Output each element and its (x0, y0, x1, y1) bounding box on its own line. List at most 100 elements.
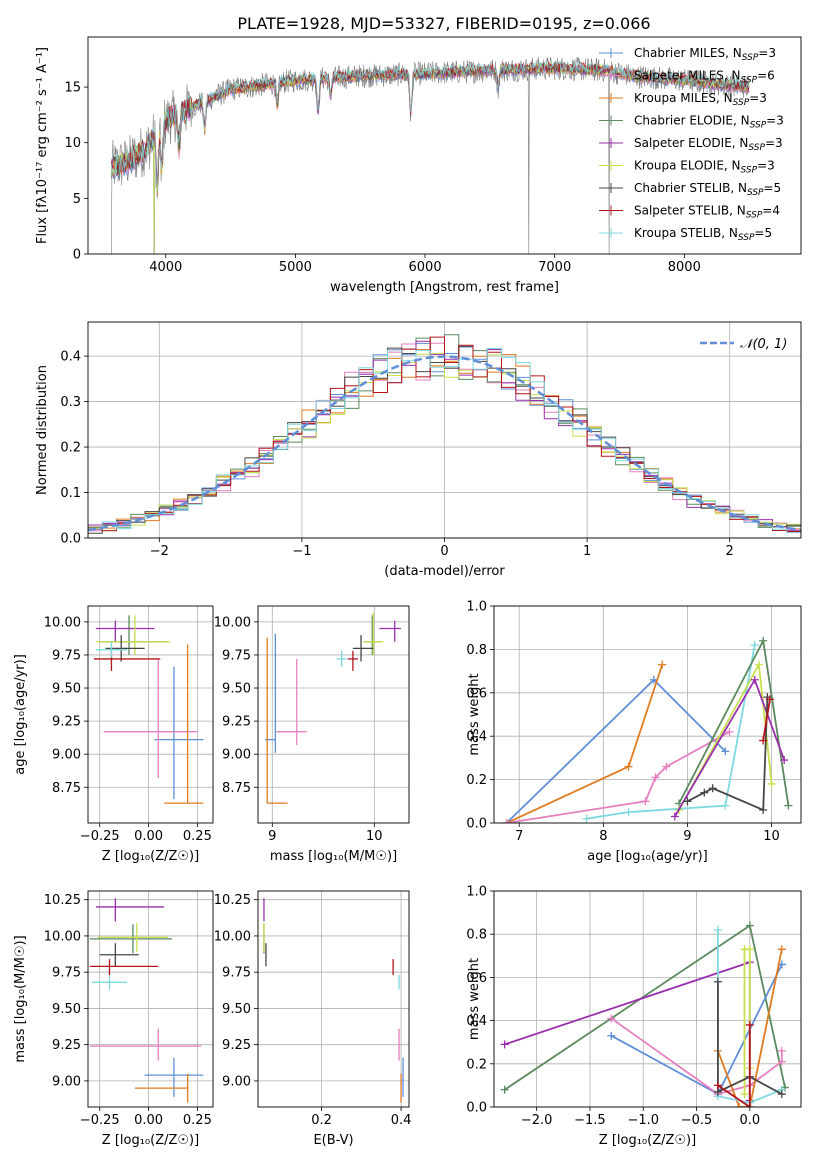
weight-point-marker (784, 801, 793, 810)
weight-series-line (762, 699, 771, 741)
normal-reference-curve (88, 355, 801, 532)
x-tick-label: 2 (726, 544, 734, 559)
weight-point-marker (721, 747, 730, 756)
legend-entry-value: =3 (757, 159, 775, 173)
weight-point-marker (641, 797, 650, 806)
y-tick-label: 8.75 (222, 781, 251, 796)
y-tick-label: 0.4 (60, 350, 81, 365)
x-tick-label: 0.25 (183, 1113, 212, 1128)
x-tick-label: 8 (599, 829, 607, 844)
weight-point-marker (582, 814, 591, 823)
plot-area (93, 615, 204, 804)
weight-point-marker (750, 641, 759, 650)
weight-vs-metallicity-panel: −2.0 −1.5 −1.0 −0.5 0.0 0.0 0.2 0.4 0.6 0.8 1.0 Z [… (466, 885, 802, 1148)
weight-point-marker (500, 1085, 509, 1094)
weight-point-marker (502, 819, 511, 823)
y-tick-label: 9.25 (52, 715, 81, 730)
axes-frame (87, 321, 802, 539)
legend-entry-value: =6 (757, 69, 775, 83)
y-tick-label: 9.00 (52, 1074, 81, 1089)
y-tick-label: 0 (73, 248, 81, 263)
weight-point-marker (662, 762, 671, 771)
plot-area (89, 898, 204, 1103)
y-tick-label: 0.0 (466, 817, 487, 832)
weight-point-marker (670, 812, 679, 821)
legend-entry-text: Chabrier MILES, N (634, 46, 742, 60)
weight-point-marker (759, 805, 768, 814)
weight-point-marker (658, 660, 667, 669)
x-tick-label: 6000 (409, 260, 442, 275)
y-tick-label: 9.50 (222, 682, 251, 697)
y-tick-label: 0.3 (60, 395, 81, 410)
weight-point-marker (607, 1031, 616, 1040)
weight-point-marker (767, 779, 776, 788)
weight-point-marker (745, 1020, 754, 1029)
legend-entry-text: Kroupa STELIB, N (634, 226, 738, 240)
x-tick-label: −1.5 (574, 1113, 606, 1128)
x-axis-label: age [log₁₀(age/yr)] (587, 849, 708, 864)
x-tick-label: 9 (268, 829, 276, 844)
x-tick-label: 1 (583, 544, 591, 559)
x-tick-label: 0.00 (134, 1113, 163, 1128)
y-axis-label: age [log₁₀(age/yr)] (13, 654, 28, 775)
y-tick-label: 9.25 (222, 1038, 251, 1053)
weight-point-marker (750, 675, 759, 684)
legend-entry: Salpeter STELIB, NSSP=4 (634, 204, 780, 221)
x-tick-label: 0.4 (391, 1113, 412, 1128)
plot-area (265, 612, 401, 804)
y-tick-label: 8.75 (52, 781, 81, 796)
y-axis-label: Flux [fλ10⁻¹⁷ erg cm⁻² s⁻¹ A⁻¹] (35, 47, 50, 244)
x-axis-label: wavelength [Angstrom, rest frame] (330, 280, 559, 295)
y-tick-label: 10.00 (214, 615, 251, 630)
y-tick-label: 10.00 (214, 929, 251, 944)
y-tick-label: 9.75 (52, 648, 81, 663)
weight-point-marker (624, 808, 633, 817)
age-vs-mass-panel: 9 10 8.75 9.00 9.25 9.50 9.75 10.00 mass [log₁₀(… (214, 605, 410, 864)
legend-entry-subscript: SSP (746, 211, 763, 221)
y-tick-label: 9.25 (52, 1038, 81, 1053)
age-vs-metallicity-panel: −0.25 0.00 0.25 8.75 9.00 9.25 9.50 9.75 10.00 Z … (13, 605, 214, 864)
y-tick-label: 9.00 (222, 1074, 251, 1089)
legend-entry-text: Chabrier ELODIE, N (634, 114, 750, 128)
x-tick-label: 10 (763, 829, 780, 844)
y-tick-label: 9.50 (52, 682, 81, 697)
y-tick-label: 0.1 (60, 486, 81, 501)
y-tick-label: 0.6 (466, 686, 487, 701)
legend-entry-value: =5 (754, 226, 772, 240)
x-axis-label: Z [log₁₀(Z/Z☉)] (599, 1133, 696, 1148)
y-tick-label: 0.6 (466, 971, 487, 986)
weight-point-marker (777, 1090, 786, 1099)
legend-entry-text: Salpeter STELIB, N (634, 204, 746, 218)
y-tick-label: 5 (73, 192, 81, 207)
legend-entry-value: =3 (766, 114, 784, 128)
y-tick-label: 0.4 (466, 730, 487, 745)
legend-entry-subscript: SSP (741, 76, 758, 86)
y-tick-label: 0.8 (466, 643, 487, 658)
x-tick-label: −1.0 (627, 1113, 659, 1128)
y-tick-label: 10.00 (44, 929, 81, 944)
weight-point-marker (725, 727, 734, 736)
weight-series-line (586, 644, 756, 820)
y-tick-label: 10.00 (44, 615, 81, 630)
histogram-step-line (88, 348, 801, 534)
x-axis-label: (data-model)/error (384, 564, 505, 579)
figure-title: PLATE=1928, MJD=53327, FIBERID=0195, z=0… (237, 14, 650, 33)
legend-entry: Chabrier MILES, NSSP=3 (634, 46, 776, 63)
weight-point-marker (745, 945, 754, 954)
weight-point-marker (721, 801, 730, 810)
legend-entry-value: =4 (762, 204, 780, 218)
legend-entry-text: Salpeter MILES, N (634, 69, 741, 83)
weight-point-marker (607, 1014, 616, 1023)
x-tick-label: −1 (292, 544, 311, 559)
x-tick-label: 7 (515, 829, 523, 844)
residual-histogram-panel: −2 −1 0 1 2 0.0 0.1 0.2 0.3 0.4 (data-model)/error… (35, 321, 802, 579)
x-tick-label: −2.0 (521, 1113, 553, 1128)
model-spectrum-line (110, 60, 750, 189)
legend-entry-subscript: SSP (747, 188, 764, 198)
x-tick-label: −0.25 (80, 1113, 120, 1128)
weight-point-marker (683, 797, 692, 806)
x-tick-label: 0 (440, 544, 448, 559)
